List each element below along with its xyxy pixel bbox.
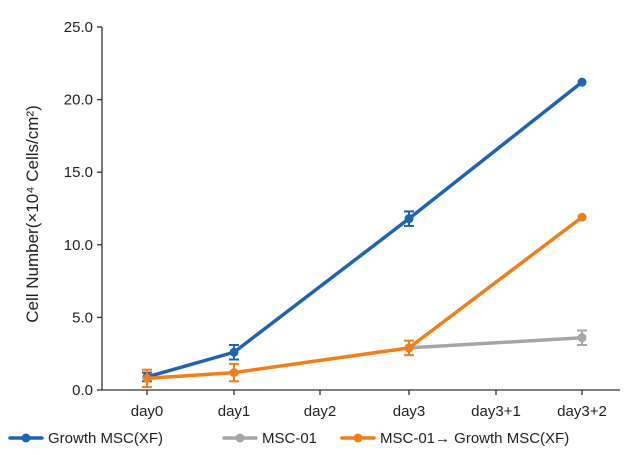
y-tick-label: 15.0: [64, 164, 93, 181]
data-point: [404, 214, 414, 224]
x-tick-label: day3+1: [471, 403, 521, 420]
legend-label: MSC-01→ Growth MSC(XF): [380, 430, 569, 447]
legend: Growth MSC(XF) MSC-01 MSC-01→ Growth MSC(X…: [8, 430, 569, 447]
x-axis: day0 day1 day2 day3 day3+1 day3+2: [102, 389, 620, 420]
data-point: [229, 368, 239, 378]
legend-marker: [235, 433, 245, 443]
legend-item: MSC-01→ Growth MSC(XF): [340, 430, 569, 447]
y-tick-label: 25.0: [64, 19, 93, 36]
data-point: [577, 77, 587, 87]
y-axis-title: Cell Number(×10⁴ Cells/cm²): [23, 105, 42, 323]
y-tick-label: 10.0: [64, 237, 93, 254]
series-2: [404, 329, 587, 353]
x-tick-label: day3+2: [557, 403, 607, 420]
x-tick-label: day1: [218, 403, 251, 420]
y-tick-label: 0.0: [72, 382, 93, 399]
series-1: [142, 77, 587, 383]
legend-marker: [21, 433, 31, 443]
series-line: [145, 215, 584, 381]
x-tick-label: day0: [131, 403, 164, 420]
series-3: [142, 212, 587, 389]
data-point: [142, 373, 152, 383]
legend-marker: [353, 433, 363, 443]
data-point: [577, 212, 587, 222]
y-tick-label: 20.0: [64, 92, 93, 109]
y-axis: 0.0 5.0 10.0 15.0 20.0 25.0: [64, 19, 103, 399]
legend-label: Growth MSC(XF): [48, 430, 163, 447]
legend-item: Growth MSC(XF): [8, 430, 163, 447]
series-line: [407, 335, 584, 350]
legend-label: MSC-01: [262, 430, 317, 447]
data-point: [577, 333, 587, 343]
legend-item: MSC-01: [222, 430, 317, 447]
y-tick-label: 5.0: [72, 309, 93, 326]
data-point: [229, 347, 239, 357]
series-layer: [142, 77, 587, 389]
data-point: [404, 343, 414, 353]
x-tick-label: day3: [393, 403, 426, 420]
x-tick-label: day2: [304, 403, 337, 420]
series-line: [145, 80, 584, 379]
